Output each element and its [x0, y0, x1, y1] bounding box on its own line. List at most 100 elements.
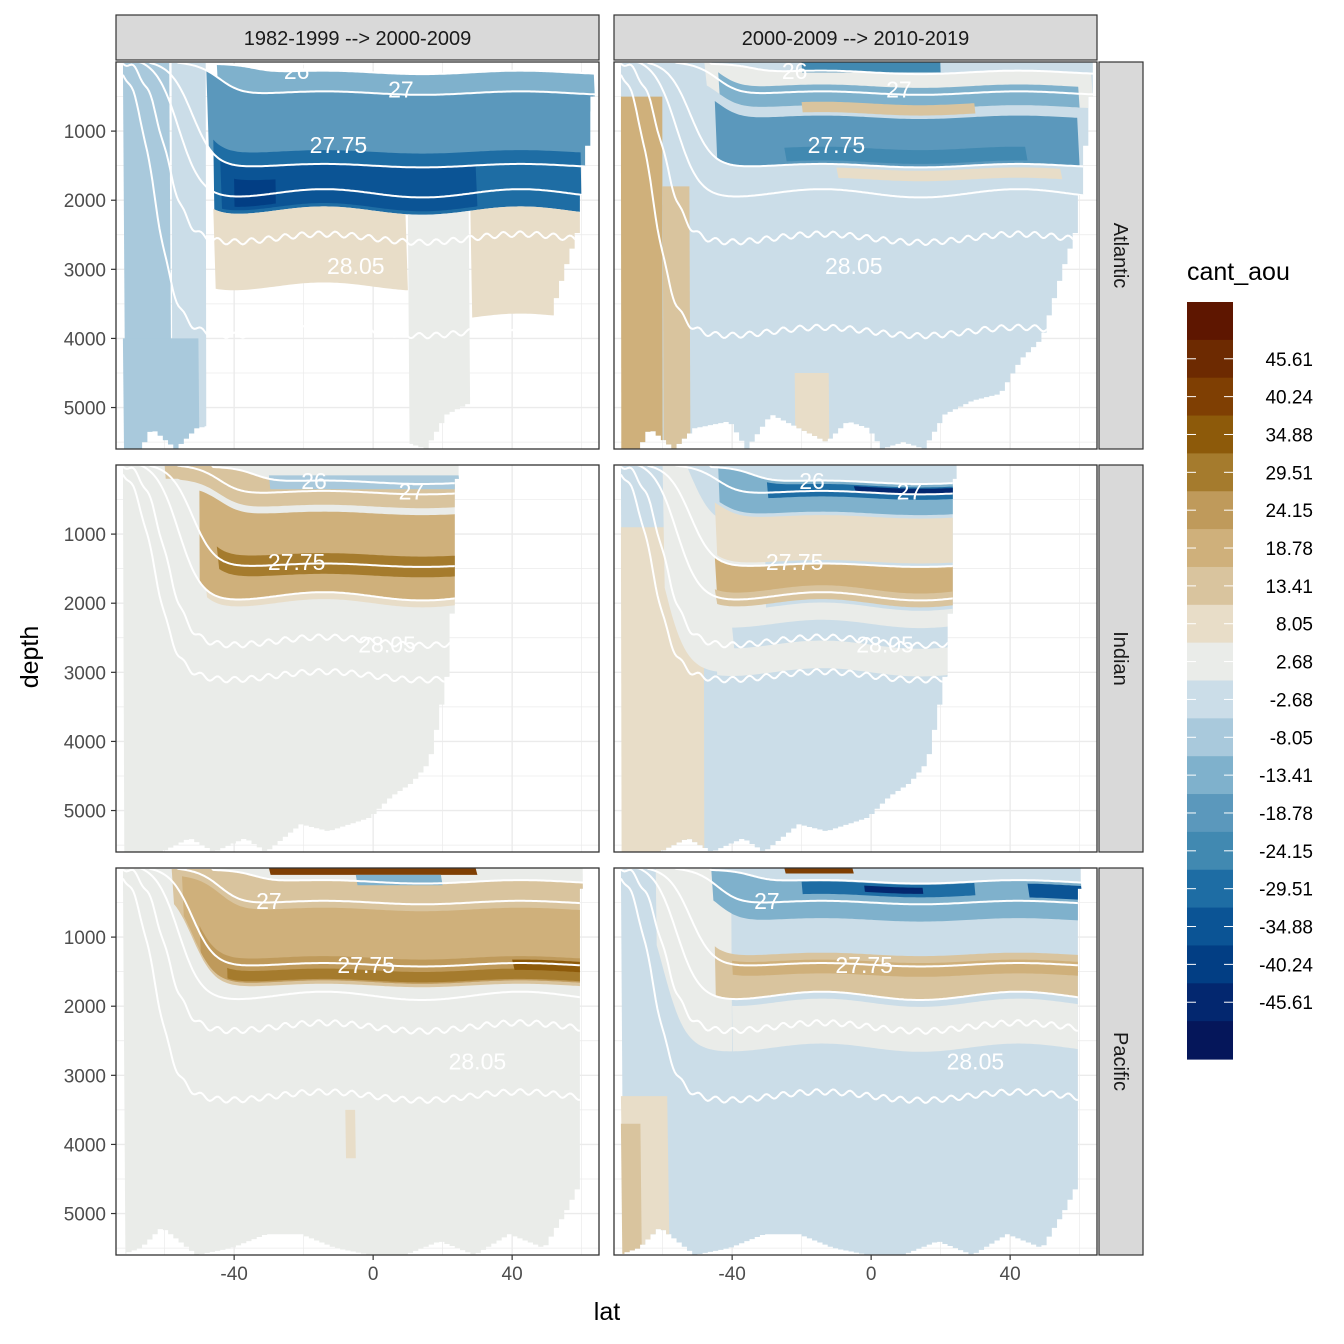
isopycnal-line [620, 868, 1084, 1001]
panel-border [115, 464, 600, 853]
contour-band [864, 885, 924, 894]
contour-band [620, 1123, 642, 1255]
x-tick-label: 40 [502, 1264, 523, 1285]
isopycnal-label: 27.75 [835, 952, 893, 978]
isopycnal-line [122, 465, 461, 602]
isopycnal-label: 28.05 [327, 253, 385, 279]
isopycnal-line [620, 62, 1094, 247]
isopycnal-line [620, 868, 1084, 968]
panel-border [613, 464, 1098, 853]
y-tick-label: 4000 [64, 732, 106, 753]
contour-band [836, 167, 1063, 182]
isopycnal-line [620, 473, 959, 684]
legend-label: 13.41 [1265, 577, 1313, 598]
isopycnal-label: 27 [388, 77, 414, 103]
legend-label: -24.15 [1259, 842, 1313, 863]
contour-field [122, 868, 586, 1255]
isopycnal-label: 27 [886, 77, 912, 103]
contour-field [620, 868, 1084, 1255]
x-tick-label: 0 [368, 1264, 379, 1285]
contour-band [801, 101, 976, 116]
contour-band [662, 186, 691, 449]
isopycnal-line [122, 868, 586, 1001]
isopycnal-line [620, 62, 1094, 96]
contour-band [234, 178, 276, 207]
isopycnal-line [122, 62, 596, 247]
contour-band [220, 159, 478, 212]
contour-band [227, 967, 586, 983]
column-strip-label: 1982-1999 --> 2000-2009 [244, 28, 471, 50]
isopycnal-line [620, 868, 1084, 906]
isopycnal-label: 27 [256, 888, 282, 914]
x-axis-title: lat [594, 1298, 620, 1326]
x-tick-label: -40 [718, 1264, 745, 1285]
contour-band [784, 146, 1028, 164]
contour-band [122, 338, 200, 449]
contour-band [206, 70, 596, 168]
isopycnal-line [122, 868, 586, 885]
isopycnal-line [620, 62, 1094, 199]
isopycnal-label: 27.75 [310, 132, 368, 158]
isopycnal-line [620, 465, 959, 650]
isopycnal-line [122, 465, 461, 650]
y-tick-label: 1000 [64, 928, 106, 949]
legend-label: -45.61 [1259, 993, 1313, 1014]
isopycnal-line [620, 465, 959, 485]
isopycnal-label: 27.75 [766, 549, 824, 575]
isopycnal-label: 27 [399, 478, 425, 504]
isopycnal-line [122, 473, 461, 684]
legend-label: 2.68 [1276, 653, 1313, 674]
isopycnal-lines [122, 62, 596, 340]
isopycnal-line [122, 62, 596, 96]
color-legend: 45.61 40.24 34.88 29.51 24.15 18.78 13.41 8.05 2… [1187, 302, 1313, 1060]
panel-border [115, 867, 600, 1256]
column-strip-label: 2000-2009 --> 2010-2019 [742, 28, 969, 50]
contour-band [345, 1109, 356, 1159]
isopycnal-label: 28.05 [358, 632, 416, 658]
y-tick-label: 1000 [64, 122, 106, 143]
y-tick-label: 2000 [64, 191, 106, 212]
legend-label: 18.78 [1265, 539, 1313, 560]
contour-band [714, 585, 958, 608]
contour-band [407, 210, 471, 449]
isopycnal-line [122, 868, 586, 906]
isopycnal-line [620, 877, 1084, 1104]
x-tick-label: 40 [1000, 1264, 1021, 1285]
isopycnal-line [122, 877, 586, 1104]
y-tick-label: 2000 [64, 997, 106, 1018]
legend-label: -29.51 [1259, 880, 1313, 901]
isopycnal-lines [620, 465, 959, 684]
isopycnal-line [620, 465, 959, 602]
legend-label: -8.05 [1270, 728, 1313, 749]
legend-label: 29.51 [1265, 463, 1313, 484]
column-strip-bg [613, 14, 1098, 61]
isopycnal-label: 27 [897, 478, 923, 504]
legend-title: cant_aou [1187, 258, 1290, 286]
contour-field [122, 465, 461, 852]
row-strip-bg [1098, 867, 1144, 1256]
isopycnal-lines [122, 465, 461, 684]
contour-band [794, 373, 830, 449]
contour-band [732, 998, 1084, 1052]
contour-band [1027, 883, 1084, 900]
isopycnal-line [122, 465, 460, 496]
isopycnal-label: 27.75 [808, 132, 866, 158]
y-tick-label: 4000 [64, 329, 106, 350]
contour-band [718, 72, 1080, 109]
row-strip-bg [1098, 61, 1144, 450]
contour-band [182, 876, 586, 984]
legend-label: -40.24 [1259, 955, 1313, 976]
isopycnal-lines [620, 62, 1094, 340]
y-tick-label: 5000 [64, 399, 106, 420]
isopycnal-label: 28.05 [947, 1049, 1005, 1075]
y-tick-label: 2000 [64, 594, 106, 615]
panel-border [613, 867, 1098, 1256]
isopycnal-line [122, 465, 461, 568]
isopycnal-line [620, 868, 1084, 885]
facet-panel: 27 27.75 28.05 [613, 867, 1098, 1256]
isopycnal-label: 28.05 [449, 1049, 507, 1075]
isopycnal-line [122, 62, 596, 199]
